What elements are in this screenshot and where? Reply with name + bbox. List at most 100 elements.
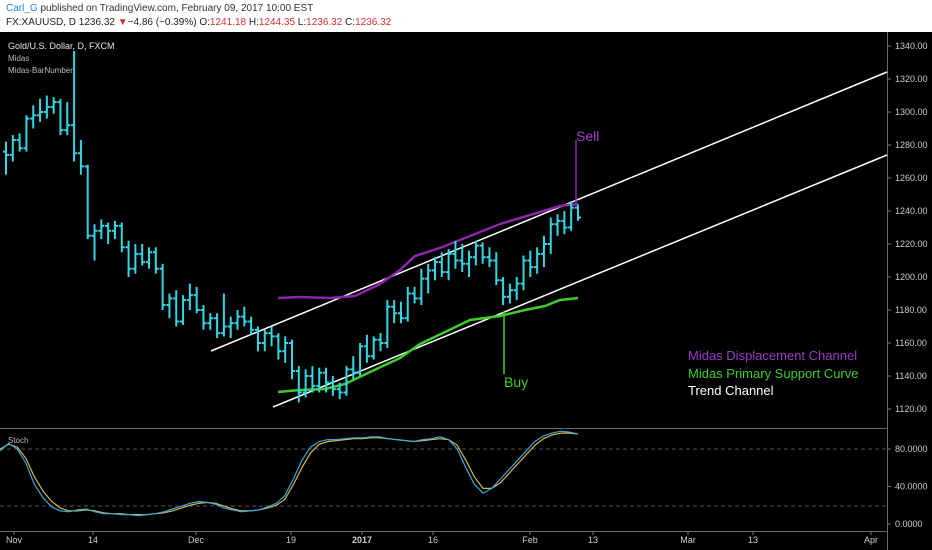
ohlc-bar[interactable]	[479, 242, 486, 264]
time-tick-label: 13	[748, 535, 758, 545]
ohlc-bar[interactable]	[513, 277, 520, 301]
ohlc-bar[interactable]	[561, 211, 568, 235]
ohlc-bar[interactable]	[282, 336, 289, 363]
ohlc-bar[interactable]	[57, 98, 64, 136]
ohlc-bar[interactable]	[363, 334, 370, 363]
ohlc-bar[interactable]	[438, 252, 445, 277]
trend-channel-upper[interactable]	[210, 71, 888, 352]
stoch-d-line[interactable]	[0, 432, 579, 516]
ohlc-bar[interactable]	[241, 306, 248, 327]
ohlc-bar[interactable]	[105, 222, 112, 244]
ohlc-bar[interactable]	[411, 286, 418, 304]
author-link[interactable]: Carl_G	[6, 3, 38, 14]
ohlc-bar[interactable]	[316, 367, 323, 393]
ohlc-bar[interactable]	[125, 240, 132, 277]
ohlc-bar[interactable]	[118, 222, 125, 253]
ohlc-bar[interactable]	[254, 326, 261, 352]
ohlc-bar[interactable]	[309, 366, 316, 393]
ohlc-bar[interactable]	[186, 283, 193, 310]
ohlc-bar[interactable]	[302, 369, 309, 398]
ohlc-bar[interactable]	[227, 316, 234, 339]
ohlc-bar[interactable]	[132, 244, 139, 274]
ohlc-bar[interactable]	[139, 244, 146, 266]
ohlc-bar[interactable]	[193, 286, 200, 314]
ohlc-bar[interactable]	[540, 235, 547, 268]
ohlc-bar[interactable]	[452, 240, 459, 269]
ohlc-bar[interactable]	[84, 164, 91, 240]
midas-displacement-curve[interactable]	[277, 202, 579, 300]
ohlc-bar[interactable]	[77, 140, 84, 175]
ohlc-bar[interactable]	[248, 316, 255, 335]
ohlc-bar[interactable]	[329, 376, 336, 396]
midas-support-curve[interactable]	[277, 296, 579, 394]
ohlc-bar[interactable]	[64, 102, 71, 136]
ohlc-bar[interactable]	[16, 133, 23, 152]
ohlc-bar[interactable]	[146, 247, 152, 269]
ohlc-bar[interactable]	[275, 333, 282, 360]
ohlc-bar[interactable]	[3, 141, 9, 175]
ohlc-bar[interactable]	[180, 295, 187, 325]
ohlc-bar[interactable]	[214, 313, 221, 339]
ohlc-bar[interactable]	[418, 268, 425, 306]
ohlc-bar[interactable]	[568, 201, 575, 231]
ohlc-bar[interactable]	[357, 343, 364, 376]
ohlc-bar[interactable]	[445, 248, 452, 281]
ohlc-bar[interactable]	[159, 263, 166, 310]
ohlc-bar[interactable]	[268, 326, 275, 347]
ohlc-bar[interactable]	[472, 240, 479, 266]
ohlc-bar[interactable]	[459, 244, 466, 273]
ohlc-bar[interactable]	[323, 367, 330, 393]
price-tick-label: 1320.00	[895, 74, 928, 84]
ohlc-bar[interactable]	[506, 283, 513, 304]
ohlc-bar[interactable]	[397, 301, 404, 324]
ohlc-bar[interactable]	[554, 214, 561, 236]
ohlc-bar[interactable]	[173, 290, 180, 327]
stoch-axis[interactable]: 80.0000 40.0000 0.0000	[887, 444, 928, 529]
ohlc-bar[interactable]	[289, 339, 295, 380]
ohlc-bar[interactable]	[9, 135, 16, 162]
ohlc-bar[interactable]	[384, 300, 391, 348]
ohlc-bar[interactable]	[220, 293, 227, 337]
stoch-k-line[interactable]	[0, 430, 579, 517]
ohlc-bar[interactable]	[350, 356, 357, 380]
time-axis[interactable]: Nov 14 Dec 19 2017 16 Feb 13 Mar 13 Apr	[6, 531, 878, 545]
ohlc-bar[interactable]	[152, 247, 159, 274]
ohlc-bar[interactable]	[98, 219, 105, 240]
ohlc-bar[interactable]	[575, 204, 581, 221]
ohlc-bar[interactable]	[166, 293, 173, 319]
ohlc-bar[interactable]	[43, 95, 50, 119]
ohlc-bar[interactable]	[486, 247, 493, 268]
ohlc-bar[interactable]	[207, 313, 214, 330]
chart-canvas[interactable]: 1340.00 1320.00 1300.00 1280.00 1260.00 1240.…	[0, 32, 932, 550]
ohlc-bar[interactable]	[520, 255, 527, 291]
ohlc-bar[interactable]	[493, 252, 500, 286]
ohlc-bar[interactable]	[91, 224, 98, 261]
ohlc-bar[interactable]	[370, 336, 377, 360]
ohlc-bar[interactable]	[111, 220, 118, 240]
price-axis[interactable]: 1340.00 1320.00 1300.00 1280.00 1260.00 1240.…	[887, 41, 928, 414]
ohlc-bar[interactable]	[336, 382, 343, 400]
ohlc-bar[interactable]	[547, 217, 554, 254]
ohlc-bar[interactable]	[377, 333, 384, 352]
ohlc-bar[interactable]	[391, 300, 398, 324]
ohlc-bar[interactable]	[500, 277, 507, 306]
ohlc-bar[interactable]	[23, 115, 30, 152]
trend-channel-lower[interactable]	[272, 154, 888, 408]
ohlc-bar[interactable]	[404, 286, 411, 322]
ohlc-bar[interactable]	[261, 329, 268, 352]
ohlc-bar[interactable]	[466, 250, 473, 277]
ohlc-bar[interactable]	[343, 366, 350, 396]
ohlc-bar[interactable]	[50, 97, 57, 114]
ohlc-bar[interactable]	[200, 305, 207, 330]
ohlc-bar[interactable]	[534, 247, 541, 274]
ohlc-bar[interactable]	[234, 310, 241, 330]
ohlc-bar[interactable]	[295, 366, 302, 403]
ohlc-bar[interactable]	[30, 105, 37, 129]
price-bars[interactable]	[3, 50, 581, 403]
ohlc-bar[interactable]	[432, 257, 438, 281]
ohlc-bar[interactable]	[71, 50, 78, 162]
ohlc-bar[interactable]	[37, 98, 44, 122]
ohlc-bar[interactable]	[527, 250, 534, 277]
publish-text: published on TradingView.com, February 0…	[40, 3, 314, 14]
ohlc-bar[interactable]	[425, 263, 432, 294]
